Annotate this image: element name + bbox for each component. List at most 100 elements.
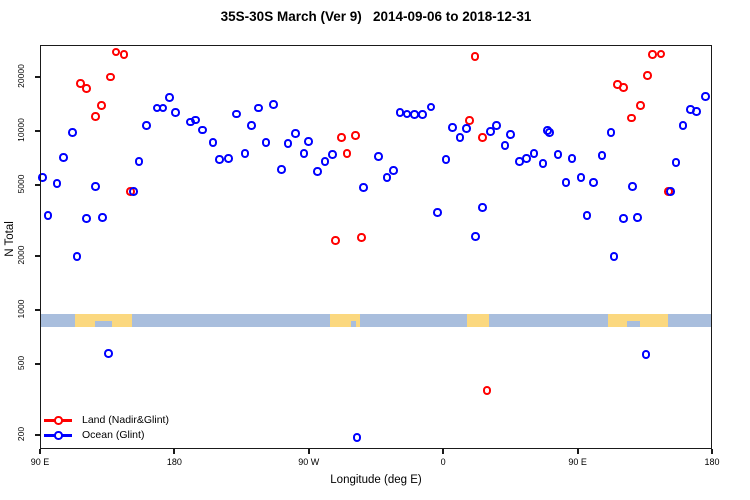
data-point-ocean-glint	[208, 138, 218, 147]
x-tick-90-w	[307, 449, 310, 454]
y-tick-label-500: 500	[16, 355, 26, 370]
data-point-land-nadir-glint	[357, 233, 366, 242]
data-point-ocean-glint	[68, 128, 77, 137]
data-point-ocean-glint	[269, 100, 278, 109]
data-point-land-nadir-glint	[465, 116, 474, 125]
data-point-ocean-glint	[191, 115, 200, 125]
data-point-ocean-glint	[529, 149, 539, 158]
data-point-land-nadir-glint	[91, 112, 100, 121]
legend-item-ocean: Ocean (Glint)	[44, 428, 169, 443]
map-band-bite-great-australian-bight	[94, 321, 113, 327]
data-point-ocean-glint	[589, 178, 598, 187]
y-tick-label-1000: 1000	[16, 299, 26, 319]
data-point-ocean-glint	[692, 107, 701, 116]
map-band-bite-rio-de-la-plata	[351, 321, 356, 327]
data-point-ocean-glint	[389, 166, 398, 175]
y-tick-5000	[35, 183, 40, 186]
data-point-ocean-glint	[38, 173, 47, 182]
data-point-ocean-glint	[254, 103, 263, 113]
x-tick-label-90-e: 90 E	[568, 457, 587, 467]
data-point-ocean-glint	[641, 350, 651, 359]
data-point-ocean-glint	[426, 102, 436, 111]
data-point-ocean-glint	[506, 130, 515, 139]
land-series-marker-icon	[44, 416, 72, 425]
data-point-land-nadir-glint	[342, 149, 352, 158]
data-point-land-nadir-glint	[351, 131, 360, 140]
data-point-land-nadir-glint	[478, 133, 487, 142]
data-point-land-nadir-glint	[643, 71, 652, 80]
data-point-land-nadir-glint	[636, 101, 645, 110]
x-tick-label-180: 180	[166, 457, 182, 467]
y-tick-20000	[35, 76, 40, 79]
data-point-ocean-glint	[619, 214, 628, 223]
x-tick-90-e	[576, 449, 579, 454]
map-band-land-australia-2	[608, 313, 668, 327]
map-band-bite-great-australian-bight-2	[626, 321, 641, 327]
data-point-ocean-glint	[441, 155, 451, 164]
data-point-ocean-glint	[165, 93, 174, 102]
data-point-ocean-glint	[567, 154, 577, 163]
data-point-ocean-glint	[215, 155, 224, 164]
data-point-ocean-glint	[538, 159, 548, 168]
map-band-ocean	[40, 313, 712, 327]
data-point-land-nadir-glint	[97, 101, 106, 110]
y-tick-label-20000: 20000	[16, 64, 26, 89]
data-point-land-nadir-glint	[648, 50, 657, 59]
data-point-ocean-glint	[299, 149, 309, 158]
data-point-ocean-glint	[142, 121, 151, 130]
data-point-ocean-glint	[43, 211, 53, 220]
data-point-ocean-glint	[492, 121, 501, 130]
legend: Land (Nadir&Glint) Ocean (Glint)	[44, 413, 169, 443]
data-point-ocean-glint	[561, 178, 571, 187]
plot-area	[38, 45, 712, 449]
legend-item-land: Land (Nadir&Glint)	[44, 413, 169, 428]
data-point-ocean-glint	[283, 139, 293, 148]
x-tick-0	[442, 449, 445, 454]
data-point-ocean-glint	[261, 138, 271, 147]
x-tick-180	[711, 449, 713, 454]
data-point-ocean-glint	[134, 157, 144, 166]
data-point-ocean-glint	[247, 121, 256, 130]
y-tick-1000	[35, 308, 40, 311]
data-point-ocean-glint	[104, 349, 113, 358]
plot-border	[40, 45, 712, 449]
chart-title: 35S-30S March (Ver 9) 2014-09-06 to 2018…	[220, 9, 532, 24]
legend-label-ocean: Ocean (Glint)	[82, 429, 145, 441]
data-point-ocean-glint	[59, 153, 68, 162]
y-tick-label-2000: 2000	[16, 245, 26, 265]
data-point-ocean-glint	[597, 151, 607, 160]
data-point-ocean-glint	[328, 150, 337, 159]
data-point-ocean-glint	[304, 137, 313, 146]
data-point-land-nadir-glint	[627, 113, 636, 123]
data-point-ocean-glint	[462, 124, 471, 133]
y-axis-label: N Total	[4, 221, 16, 257]
data-point-ocean-glint	[232, 109, 241, 119]
data-point-ocean-glint	[455, 133, 465, 142]
map-band-land-south-africa	[467, 313, 489, 327]
y-tick-label-10000: 10000	[16, 118, 26, 142]
data-point-ocean-glint	[671, 158, 680, 167]
data-point-ocean-glint	[418, 110, 427, 119]
y-tick-2000	[35, 255, 40, 258]
data-point-ocean-glint	[633, 213, 642, 222]
data-point-ocean-glint	[628, 182, 637, 191]
data-point-ocean-glint	[291, 129, 300, 138]
data-point-ocean-glint	[678, 121, 688, 130]
data-point-ocean-glint	[478, 203, 487, 212]
data-point-ocean-glint	[72, 252, 82, 261]
data-point-ocean-glint	[352, 433, 362, 442]
data-point-ocean-glint	[52, 179, 62, 188]
data-point-land-nadir-glint	[119, 50, 129, 59]
data-point-ocean-glint	[500, 141, 510, 150]
y-tick-200	[35, 433, 40, 436]
data-point-ocean-glint	[666, 187, 675, 196]
x-tick-180	[173, 449, 176, 454]
data-point-ocean-glint	[320, 157, 330, 166]
data-point-land-nadir-glint	[482, 386, 492, 395]
data-point-land-nadir-glint	[470, 52, 480, 61]
data-point-ocean-glint	[158, 103, 168, 113]
map-band-land-australia	[75, 313, 132, 327]
data-point-ocean-glint	[486, 127, 495, 136]
data-point-ocean-glint	[224, 154, 233, 163]
y-tick-10000	[35, 130, 40, 133]
